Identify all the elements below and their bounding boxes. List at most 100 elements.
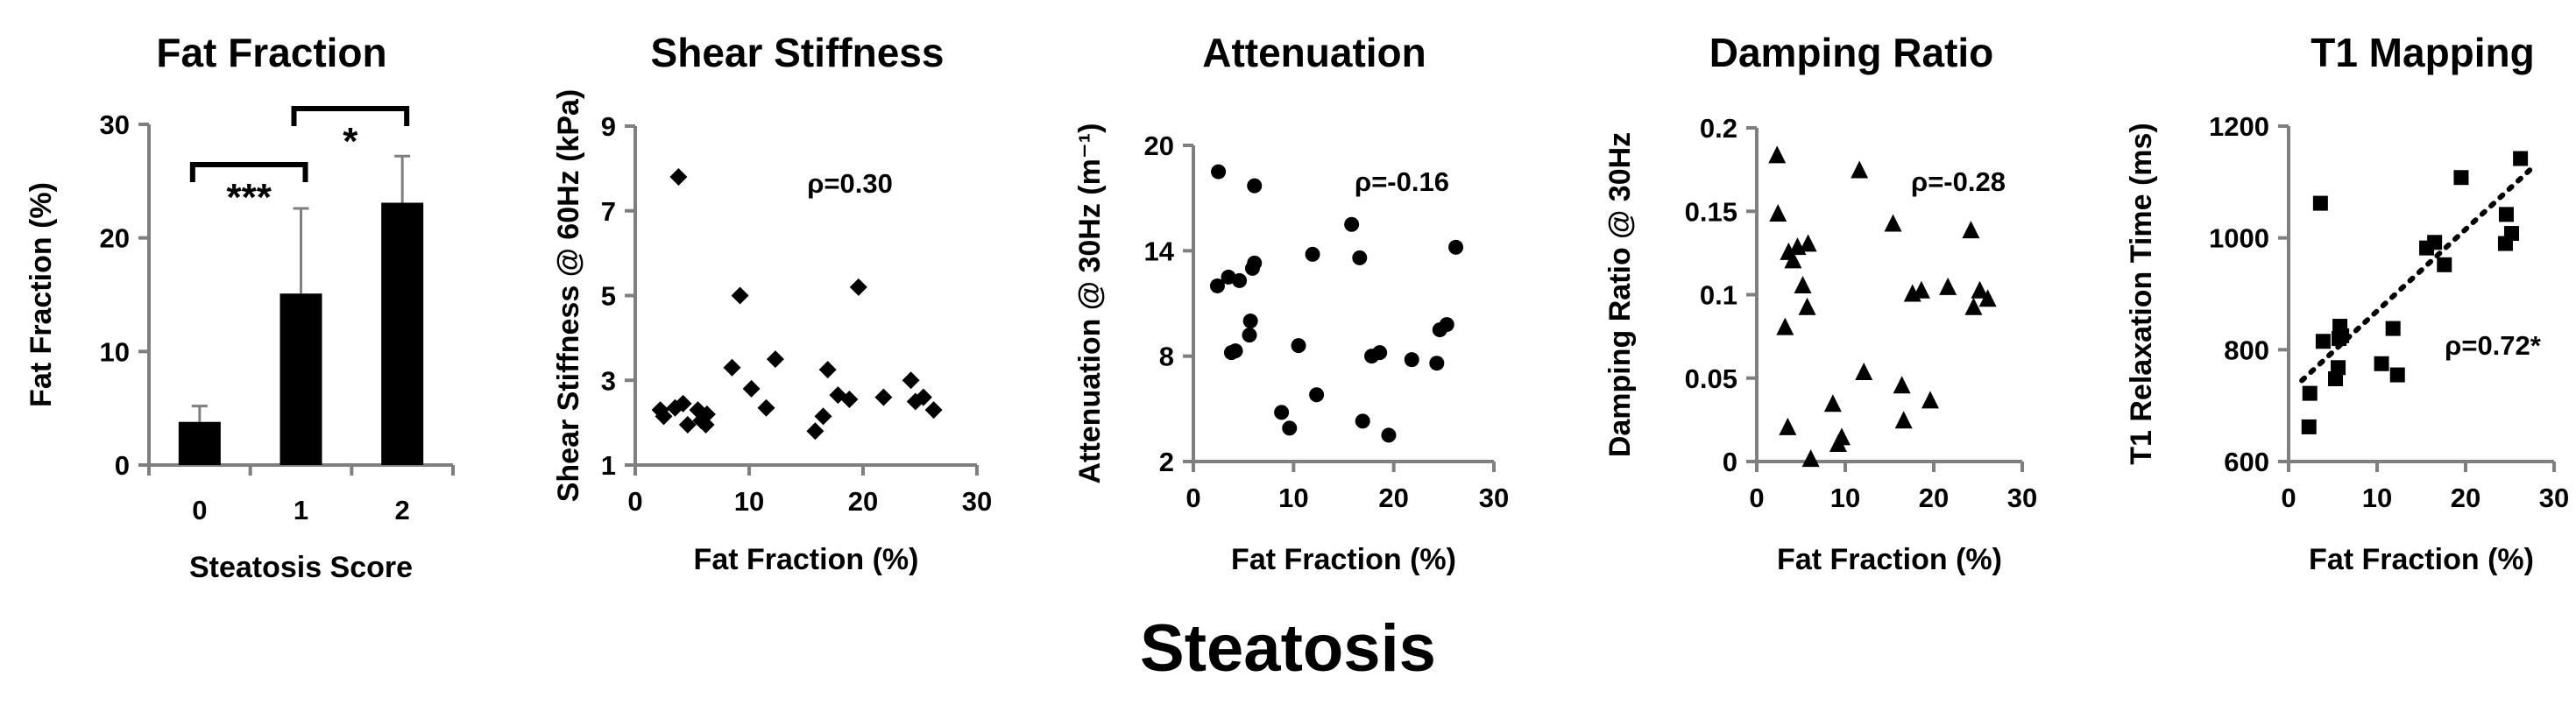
t1-mapping-x-tick-label: 30	[2539, 483, 2569, 513]
damping-ratio-chart: Damping Ratio 0 0.05 0.1 0.15 0.2 Damping Rati…	[1603, 30, 2037, 576]
damping-ratio-point	[1964, 297, 1983, 315]
shear-stiffness-chart: Shear Stiffness 1 3 5 7 9 Shear Stiffness @ 60…	[552, 30, 992, 576]
fat-fraction-x-tick-label: 0	[192, 495, 207, 525]
t1-mapping-chart: T1 Mapping 600 800 1000 1200 T1 Relaxation Ti…	[2125, 30, 2569, 576]
attenuation-y-label: Attenuation @ 30Hz (m⁻¹)	[1073, 123, 1107, 484]
damping-ratio-point	[1823, 394, 1842, 412]
shear-stiffness-x-label: Fat Fraction (%)	[694, 543, 919, 576]
shear-stiffness-point	[924, 401, 943, 419]
attenuation-point	[1247, 255, 1263, 271]
shear-stiffness-point	[723, 358, 741, 377]
attenuation-point	[1242, 328, 1257, 343]
shear-stiffness-x-tick-label: 20	[848, 486, 878, 517]
damping-ratio-x-tick-label: 0	[1749, 483, 1764, 513]
attenuation-point	[1209, 278, 1225, 293]
t1-mapping-point	[2301, 419, 2317, 434]
shear-stiffness-point	[874, 388, 893, 406]
shear-stiffness-point	[806, 422, 824, 441]
shear-stiffness-point	[766, 350, 784, 369]
t1-mapping-point	[2315, 334, 2331, 349]
attenuation-point	[1372, 345, 1388, 361]
damping-ratio-point	[1962, 221, 1980, 239]
t1-mapping-point	[2334, 328, 2350, 343]
shear-stiffness-point	[697, 416, 715, 434]
damping-ratio-x-label: Fat Fraction (%)	[1777, 543, 2002, 576]
t1-mapping-title: T1 Mapping	[2311, 30, 2535, 75]
shear-stiffness-point	[678, 416, 697, 434]
damping-ratio-y-tick-label: 0	[1723, 447, 1737, 477]
damping-ratio-title: Damping Ratio	[1709, 30, 1994, 75]
t1-mapping-correlation-label: ρ=0.72*	[2445, 330, 2542, 361]
t1-mapping-point	[2453, 170, 2469, 186]
t1-mapping-point	[2437, 257, 2452, 272]
shear-stiffness-y-tick-label: 3	[601, 365, 616, 396]
shear-stiffness-x-tick-label: 0	[627, 486, 642, 517]
attenuation-point	[1429, 356, 1445, 371]
t1-mapping-point	[2427, 235, 2443, 250]
shear-stiffness-point	[818, 361, 837, 379]
fat-fraction-y-tick-label: 10	[100, 336, 130, 367]
figure-title: Steatosis	[1140, 611, 1436, 686]
fat-fraction-significance-bracket	[189, 162, 308, 182]
attenuation-point	[1344, 216, 1360, 232]
damping-ratio-point	[1884, 214, 1902, 232]
t1-mapping-point	[2389, 367, 2405, 383]
fat-fraction-y-tick-label: 30	[100, 109, 130, 140]
t1-mapping-x-tick-label: 0	[2281, 483, 2296, 513]
attenuation-x-tick-label: 30	[1479, 483, 1509, 513]
attenuation-point	[1381, 427, 1397, 443]
attenuation-point	[1355, 413, 1370, 429]
t1-mapping-point	[2513, 151, 2529, 166]
damping-ratio-point	[1971, 280, 1989, 299]
shear-stiffness-x-tick-label: 10	[734, 486, 764, 517]
attenuation-point	[1211, 164, 1227, 180]
attenuation-point	[1242, 314, 1258, 329]
attenuation-point	[1282, 420, 1298, 436]
damping-ratio-y-tick-label: 0.15	[1685, 196, 1737, 227]
shear-stiffness-point	[840, 391, 859, 409]
shear-stiffness-point	[914, 388, 932, 406]
attenuation-title: Attenuation	[1202, 30, 1426, 75]
attenuation-point	[1439, 317, 1454, 333]
fat-fraction-x-label: Steatosis Score	[189, 551, 413, 584]
shear-stiffness-y-tick-label: 9	[601, 111, 616, 142]
damping-ratio-point	[1784, 250, 1802, 269]
damping-ratio-x-tick-label: 30	[2007, 483, 2037, 513]
fat-fraction-x-tick-label: 2	[395, 495, 410, 525]
shear-stiffness-y-tick-label: 7	[601, 196, 616, 227]
attenuation-point	[1309, 387, 1325, 403]
attenuation-point	[1305, 246, 1320, 262]
damping-ratio-x-tick-label: 20	[1919, 483, 1949, 513]
damping-ratio-point	[1939, 277, 1957, 295]
fat-fraction-bar	[381, 202, 424, 465]
fat-fraction-significance-bracket	[291, 106, 410, 126]
fat-fraction-y-label: Fat Fraction (%)	[25, 182, 58, 407]
attenuation-point	[1228, 343, 1243, 359]
attenuation-y-tick-label: 14	[1144, 236, 1175, 266]
t1-mapping-x-label: Fat Fraction (%)	[2309, 543, 2534, 576]
attenuation-y-tick-label: 2	[1159, 447, 1174, 477]
attenuation-x-label: Fat Fraction (%)	[1231, 543, 1456, 576]
fat-fraction-y-tick-label: 0	[115, 450, 130, 481]
t1-mapping-y-tick-label: 800	[2224, 335, 2269, 365]
damping-ratio-point	[1894, 411, 1913, 429]
damping-ratio-y-tick-label: 0.05	[1685, 363, 1737, 394]
shear-stiffness-point	[849, 278, 867, 296]
t1-mapping-point	[2312, 195, 2328, 211]
attenuation-point	[1232, 272, 1248, 288]
attenuation-point	[1247, 178, 1263, 194]
fat-fraction-title: Fat Fraction	[156, 30, 386, 75]
fat-fraction-bar	[178, 421, 221, 465]
damping-ratio-y-tick-label: 0.1	[1700, 280, 1737, 311]
t1-mapping-y-label: T1 Relaxation Time (ms)	[2125, 123, 2158, 465]
damping-ratio-point	[1779, 417, 1797, 435]
damping-ratio-point	[1769, 204, 1787, 222]
attenuation-chart: Attenuation 2 8 14 20 Attenuation @ 30Hz (m⁻¹…	[1073, 30, 1509, 576]
fat-fraction-significance-label: ***	[226, 176, 272, 219]
attenuation-point	[1352, 250, 1368, 265]
fat-fraction-significance-label: *	[343, 120, 358, 163]
attenuation-point	[1291, 338, 1306, 354]
damping-ratio-y-tick-label: 0.2	[1700, 113, 1737, 144]
damping-ratio-y-label: Damping Ratio @ 30Hz	[1603, 132, 1637, 457]
